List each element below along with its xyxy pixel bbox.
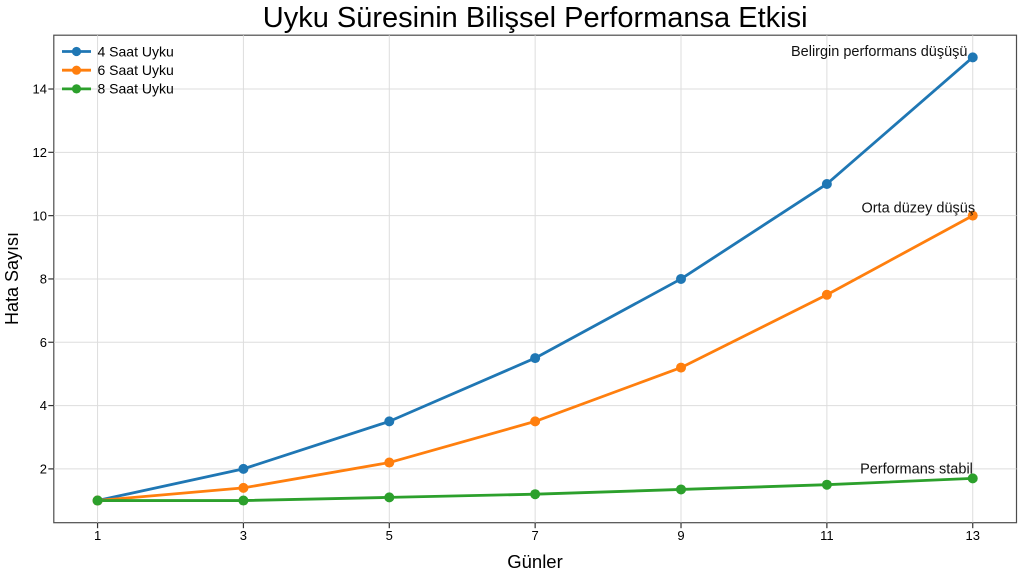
svg-text:Uyku Süresinin Bilişsel Perfor: Uyku Süresinin Bilişsel Performansa Etki… [263, 2, 808, 34]
svg-text:9: 9 [677, 528, 684, 543]
svg-text:3: 3 [240, 528, 247, 543]
svg-text:8: 8 [40, 272, 47, 287]
svg-text:14: 14 [33, 82, 47, 97]
svg-text:Performans stabil: Performans stabil [860, 462, 973, 478]
svg-text:8 Saat Uyku: 8 Saat Uyku [98, 81, 174, 97]
svg-text:12: 12 [33, 145, 47, 160]
svg-text:Hata Sayısı: Hata Sayısı [2, 232, 22, 325]
svg-text:Belirgin performans düşüşü: Belirgin performans düşüşü [791, 44, 968, 60]
svg-text:10: 10 [33, 208, 47, 223]
svg-text:6 Saat Uyku: 6 Saat Uyku [98, 62, 174, 78]
svg-text:2: 2 [40, 462, 47, 477]
svg-text:6: 6 [40, 335, 47, 350]
svg-text:4: 4 [40, 398, 47, 413]
svg-text:13: 13 [966, 528, 980, 543]
svg-text:Günler: Günler [507, 551, 563, 572]
svg-text:11: 11 [820, 528, 834, 543]
svg-text:1: 1 [94, 528, 101, 543]
svg-text:7: 7 [532, 528, 539, 543]
svg-text:4 Saat Uyku: 4 Saat Uyku [98, 43, 174, 59]
svg-text:Orta düzey düşüş: Orta düzey düşüş [861, 201, 975, 217]
svg-text:5: 5 [386, 528, 393, 543]
